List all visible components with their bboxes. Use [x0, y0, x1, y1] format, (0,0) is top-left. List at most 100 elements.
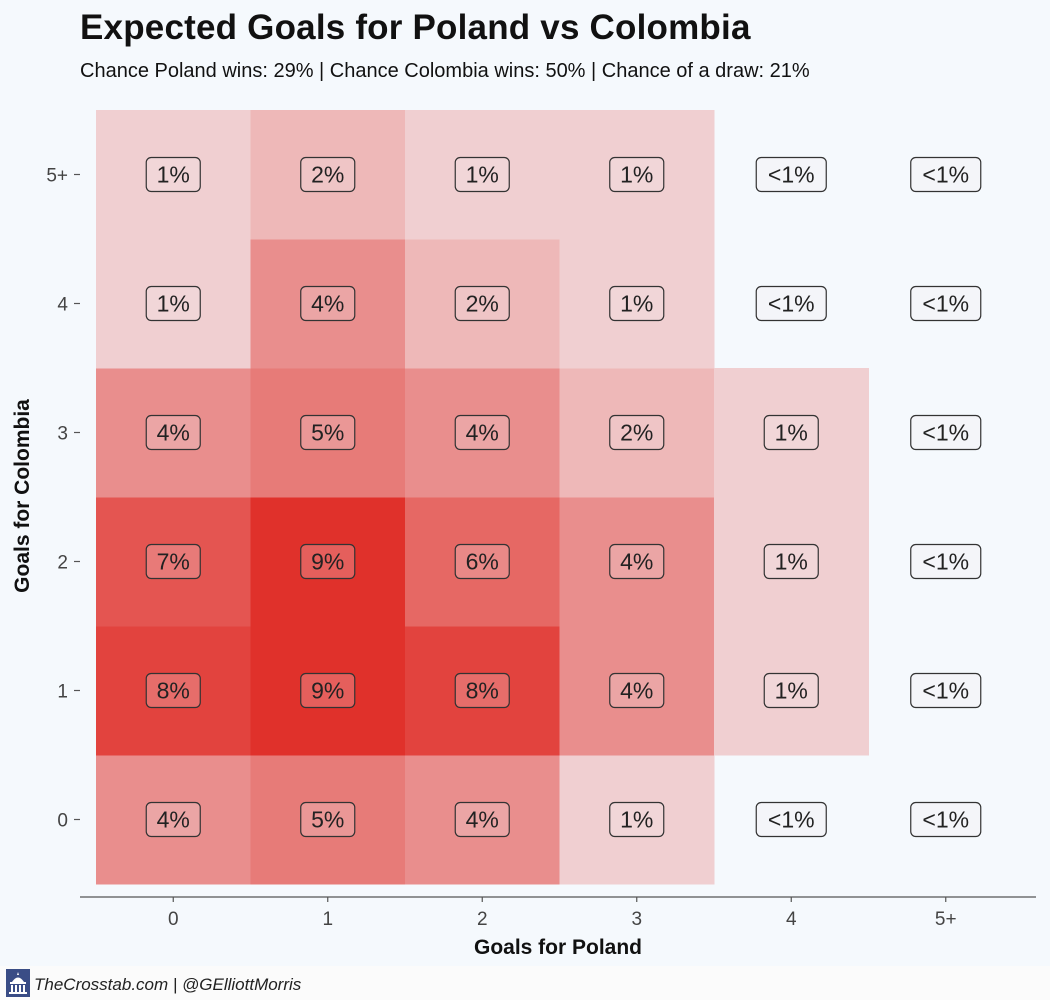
y-tick-label: 3: [57, 424, 68, 445]
cell-label: 1%: [157, 162, 190, 188]
cell-label-box: [910, 414, 982, 451]
cell-label-box: [609, 156, 665, 193]
heatmap-cell: [559, 626, 715, 756]
heatmap-cell: [714, 626, 869, 756]
cell-label-box: [910, 672, 982, 709]
cell-label-box: [145, 801, 201, 838]
cell-label: 5%: [311, 420, 344, 446]
cell-label: 9%: [311, 549, 344, 575]
y-tick-label: 2: [57, 553, 68, 574]
cell-label: 4%: [466, 807, 499, 833]
cell-label-box: [763, 543, 819, 580]
cell-label: <1%: [922, 807, 969, 833]
heatmap-cell: [96, 755, 251, 885]
cell-label-box: [145, 543, 201, 580]
cell-label-box: [300, 672, 356, 709]
cell-label-box: [145, 156, 201, 193]
heatmap-cell: [405, 110, 560, 240]
cell-label: 8%: [157, 678, 190, 704]
x-axis-title: Goals for Poland: [474, 936, 642, 959]
cell-label-box: [755, 156, 827, 193]
cell-label-box: [755, 801, 827, 838]
heatmap-cell: [405, 497, 560, 627]
cell-label-box: [300, 156, 356, 193]
heatmap-cell: [96, 368, 251, 498]
x-tick-label: 5+: [935, 909, 957, 930]
cell-label: 8%: [466, 678, 499, 704]
cell-label: 4%: [466, 420, 499, 446]
cell-label: <1%: [922, 678, 969, 704]
cell-label-box: [300, 801, 356, 838]
cell-label: 1%: [620, 807, 653, 833]
cell-label-box: [910, 801, 982, 838]
x-tick-label: 3: [631, 909, 642, 930]
y-tick-label: 4: [57, 295, 68, 316]
y-tick-label: 0: [57, 811, 68, 832]
heatmap-cell: [250, 755, 406, 885]
cell-label-box: [300, 414, 356, 451]
cell-label-box: [910, 543, 982, 580]
footer-credit: TheCrosstab.com | @GElliottMorris: [34, 975, 302, 994]
heatmap-cell: [405, 755, 560, 885]
cell-label: 2%: [620, 420, 653, 446]
capitol-building-icon: [6, 969, 30, 997]
heatmap-cell: [250, 110, 406, 240]
x-tick-label: 2: [477, 909, 488, 930]
heatmap-cell: [559, 368, 715, 498]
cell-label: <1%: [922, 420, 969, 446]
cell-label-box: [454, 414, 510, 451]
cell-label-box: [609, 285, 665, 322]
cell-label: 5%: [311, 807, 344, 833]
cell-label: 4%: [157, 807, 190, 833]
cell-label-box: [755, 285, 827, 322]
cell-label: <1%: [922, 291, 969, 317]
x-tick-label: 1: [322, 909, 333, 930]
heatmap-cell: [250, 626, 406, 756]
heatmap-cell: [559, 239, 715, 369]
cell-label: 4%: [620, 678, 653, 704]
cell-label-box: [145, 672, 201, 709]
heatmap-cell: [559, 497, 715, 627]
cell-label-box: [763, 414, 819, 451]
cell-label-box: [609, 672, 665, 709]
cell-label-box: [300, 543, 356, 580]
chart-subtitle: Chance Poland wins: 29% | Chance Colombi…: [80, 60, 810, 82]
cell-label: 1%: [775, 678, 808, 704]
heatmap-cell: [714, 497, 869, 627]
cell-label: 7%: [157, 549, 190, 575]
cell-label: 1%: [620, 291, 653, 317]
y-axis-title: Goals for Colombia: [11, 399, 34, 593]
y-tick-label: 1: [57, 682, 68, 703]
heatmap-chart: 4% 5% 4% 1% <1% <1% 8% 9% 8% 4% 1% <1% 7% 9% 6% 4% 1% <1%…: [11, 110, 1036, 959]
heatmap-cell: [250, 497, 406, 627]
cell-label-box: [609, 543, 665, 580]
heatmap-cell: [559, 110, 715, 240]
heatmap-cell: [250, 368, 406, 498]
cell-label: 1%: [157, 291, 190, 317]
heatmap-cell: [96, 626, 251, 756]
heatmap-cell: [405, 368, 560, 498]
cell-label-box: [145, 414, 201, 451]
heatmap-cell: [405, 239, 560, 369]
cell-label: 6%: [466, 549, 499, 575]
heatmap-cell: [714, 368, 869, 498]
cell-label: 4%: [311, 291, 344, 317]
cell-label-box: [454, 543, 510, 580]
chart-title: Expected Goals for Poland vs Colombia: [80, 8, 751, 47]
heatmap-cell: [96, 239, 251, 369]
cell-label: <1%: [768, 162, 815, 188]
cell-label-box: [300, 285, 356, 322]
footer: TheCrosstab.com | @GElliottMorris: [0, 966, 1050, 1000]
cell-label: 4%: [620, 549, 653, 575]
cell-label: <1%: [922, 549, 969, 575]
cell-label: <1%: [768, 807, 815, 833]
cell-label-box: [910, 285, 982, 322]
cell-label-box: [609, 801, 665, 838]
cell-label: 1%: [620, 162, 653, 188]
cell-label-box: [454, 672, 510, 709]
x-tick-label: 4: [786, 909, 797, 930]
cell-label: 2%: [466, 291, 499, 317]
heatmap-cell: [96, 110, 251, 240]
heatmap-cell: [559, 755, 715, 885]
cell-label: <1%: [768, 291, 815, 317]
